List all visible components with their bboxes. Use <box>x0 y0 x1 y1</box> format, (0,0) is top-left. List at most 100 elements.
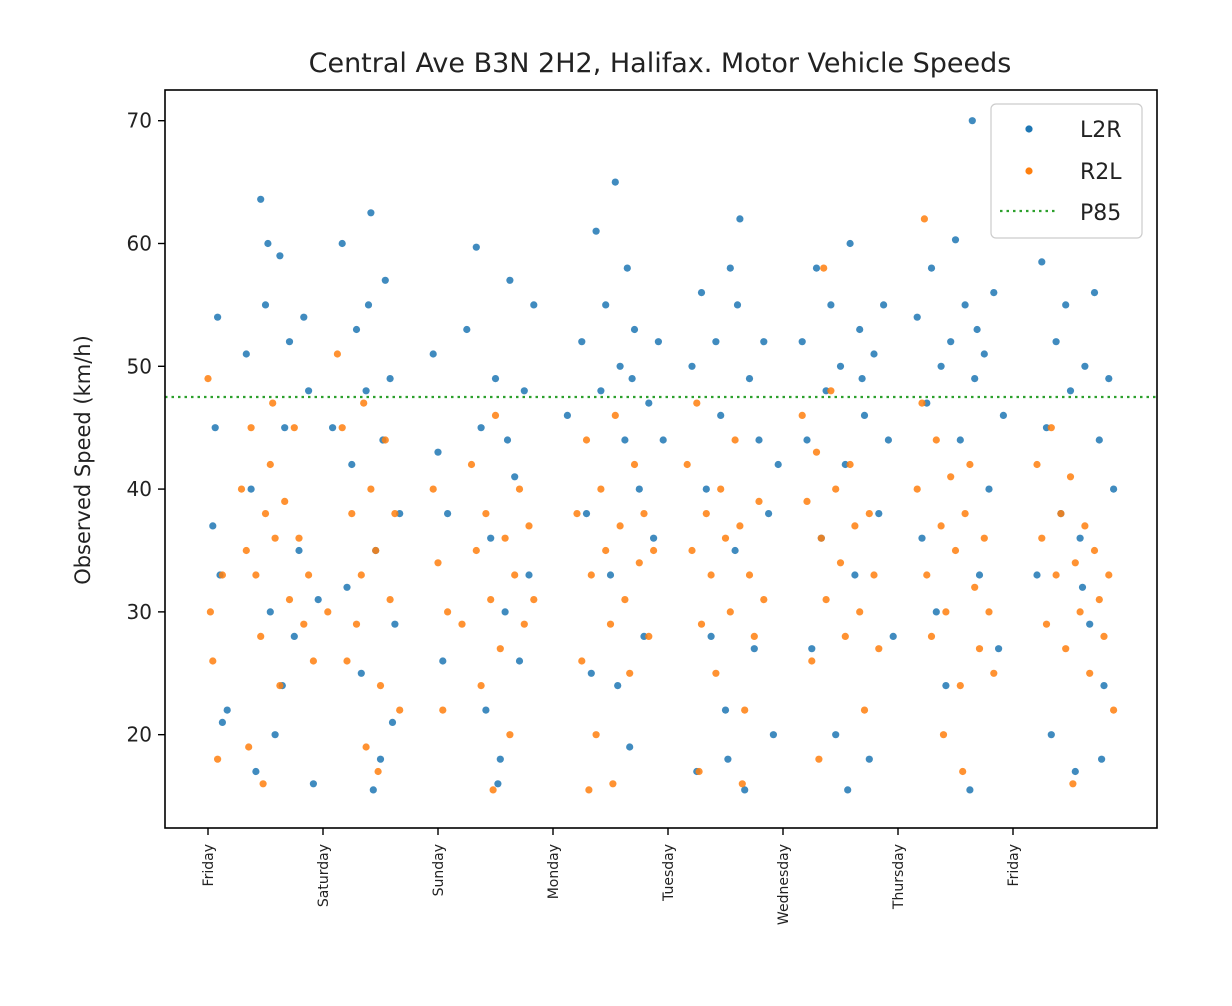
chart-title: Central Ave B3N 2H2, Halifax. Motor Vehi… <box>309 48 1012 79</box>
point-r2l <box>585 786 593 794</box>
point-l2r <box>1105 375 1113 383</box>
point-l2r <box>369 786 377 794</box>
point-r2l <box>750 632 758 641</box>
point-r2l <box>1110 706 1118 714</box>
point-l2r <box>357 669 365 677</box>
point-r2l <box>573 509 581 518</box>
point-r2l <box>496 645 504 653</box>
point-l2r <box>865 755 873 763</box>
point-l2r <box>961 301 969 309</box>
point-l2r <box>496 755 504 763</box>
legend-marker-l2r <box>1025 125 1033 133</box>
point-l2r <box>999 411 1008 419</box>
point-l2r <box>985 485 993 493</box>
x-tick-label: Friday <box>1006 844 1022 886</box>
point-r2l <box>525 522 533 530</box>
point-r2l <box>827 387 835 395</box>
point-l2r <box>290 632 298 641</box>
point-r2l <box>1105 571 1113 579</box>
point-l2r <box>623 264 631 272</box>
point-r2l <box>741 706 749 714</box>
point-l2r <box>616 362 624 370</box>
point-l2r <box>975 571 984 579</box>
y-tick-label: 20 <box>127 723 152 747</box>
point-r2l <box>736 522 744 530</box>
point-l2r <box>434 448 442 456</box>
point-r2l <box>489 786 497 794</box>
point-l2r <box>439 657 447 665</box>
point-r2l <box>798 411 806 419</box>
point-l2r <box>927 264 936 272</box>
x-axis: Friday Saturday Sunday Monday Tuesday Wednesd… <box>201 828 1022 925</box>
point-l2r <box>271 731 279 739</box>
y-tick-label: 60 <box>127 231 152 255</box>
point-l2r <box>611 178 619 186</box>
point-r2l <box>592 731 600 739</box>
point-r2l <box>707 571 715 579</box>
point-l2r <box>209 522 217 530</box>
point-l2r <box>1098 755 1106 763</box>
legend-label-p85: P85 <box>1080 201 1121 226</box>
y-axis: 20 30 40 50 60 70 <box>127 109 165 747</box>
point-l2r <box>592 227 600 235</box>
point-r2l <box>597 485 605 493</box>
point-l2r <box>697 289 706 297</box>
point-l2r <box>721 706 730 714</box>
point-l2r <box>707 632 715 641</box>
point-l2r <box>1071 767 1079 776</box>
point-r2l <box>271 534 279 542</box>
point-r2l <box>820 264 828 272</box>
x-tick-label: Tuesday <box>661 844 677 902</box>
point-l2r <box>364 301 373 309</box>
point-l2r <box>1081 362 1089 370</box>
point-r2l <box>482 509 490 518</box>
point-r2l <box>980 534 988 542</box>
point-r2l <box>261 509 270 518</box>
point-r2l <box>391 509 399 518</box>
point-r2l <box>396 706 404 714</box>
point-r2l <box>285 596 294 604</box>
point-l2r <box>688 362 696 370</box>
point-l2r <box>932 608 940 616</box>
point-r2l <box>218 571 226 579</box>
point-l2r <box>1110 485 1118 493</box>
point-r2l <box>693 399 701 407</box>
point-l2r <box>951 236 960 244</box>
point-r2l <box>1090 546 1099 555</box>
point-r2l <box>1081 522 1089 530</box>
point-r2l <box>650 546 658 555</box>
point-l2r <box>968 117 976 125</box>
point-r2l <box>1069 780 1077 788</box>
point-r2l <box>760 596 768 604</box>
point-l2r <box>525 571 533 579</box>
point-l2r <box>990 289 998 297</box>
point-r2l <box>290 424 298 432</box>
point-r2l <box>851 522 859 530</box>
point-r2l <box>846 460 854 469</box>
point-r2l <box>434 559 442 567</box>
point-l2r <box>343 583 351 591</box>
point-l2r <box>338 239 346 248</box>
point-r2l <box>611 411 619 419</box>
point-r2l <box>956 682 964 690</box>
point-r2l <box>621 596 629 604</box>
point-l2r <box>494 780 502 788</box>
point-r2l <box>721 534 730 542</box>
point-r2l <box>324 608 332 616</box>
point-l2r <box>606 571 615 579</box>
point-l2r <box>812 264 821 272</box>
point-l2r <box>211 424 219 432</box>
point-r2l <box>348 509 356 518</box>
point-r2l <box>817 534 825 542</box>
point-r2l <box>245 743 253 751</box>
point-l2r <box>472 243 480 251</box>
point-l2r <box>578 338 586 346</box>
point-r2l <box>616 522 624 530</box>
point-l2r <box>582 509 591 518</box>
point-l2r <box>702 485 710 493</box>
x-tick-label: Friday <box>201 844 217 886</box>
point-l2r <box>266 608 274 616</box>
point-r2l <box>971 583 979 591</box>
point-r2l <box>990 669 998 677</box>
point-r2l <box>506 731 514 739</box>
